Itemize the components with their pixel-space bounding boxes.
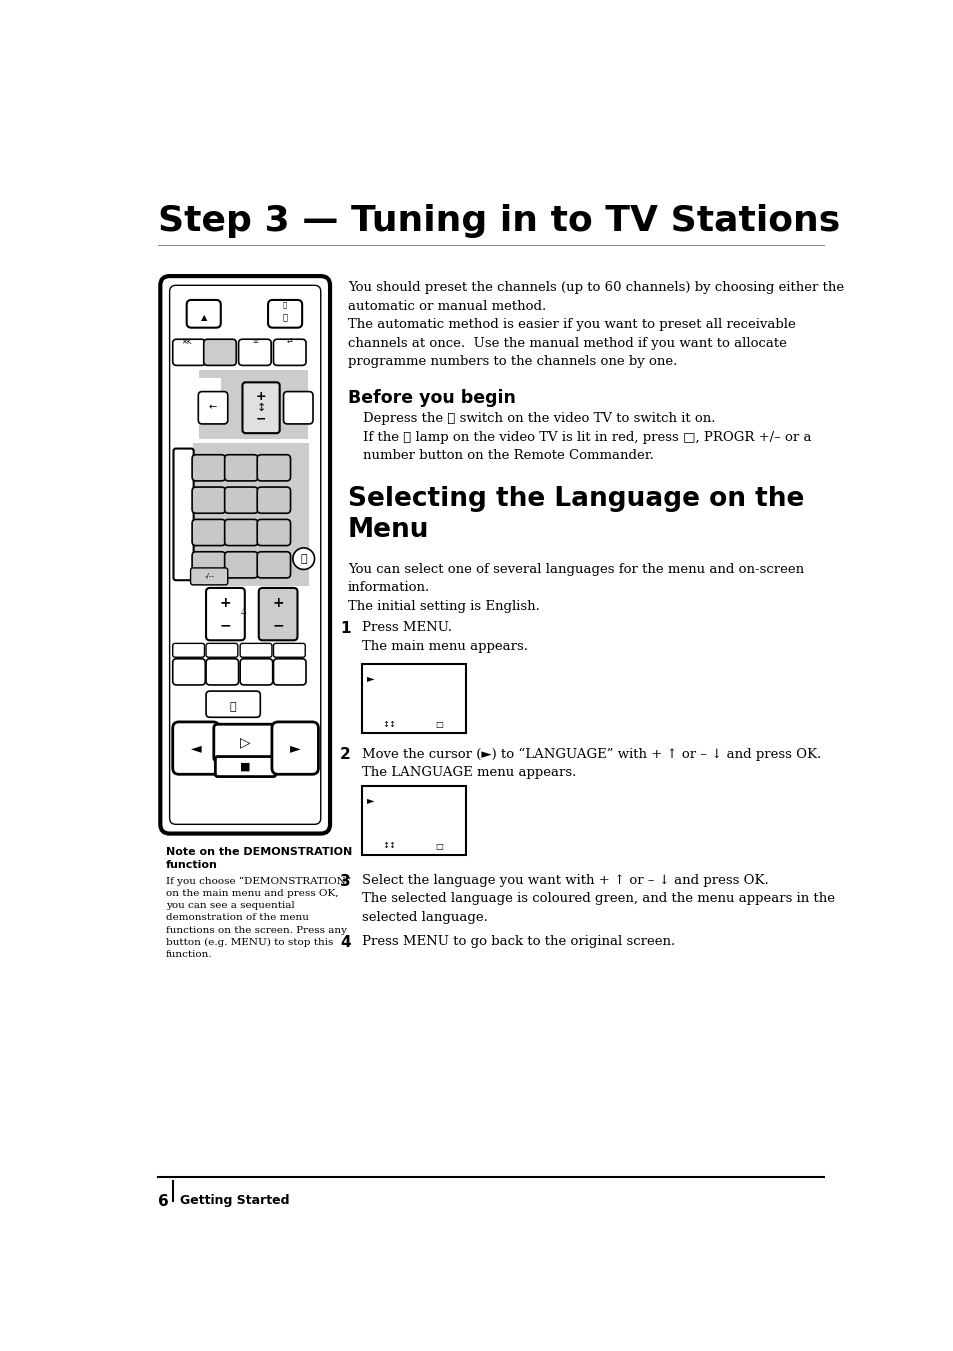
FancyBboxPatch shape <box>258 588 297 640</box>
Text: Select the language you want with + ↑ or – ↓ and press OK.
The selected language: Select the language you want with + ↑ or… <box>361 874 834 924</box>
Text: Getting Started: Getting Started <box>179 1194 289 1206</box>
Text: ↕: ↕ <box>256 403 266 413</box>
Text: +: + <box>272 596 284 609</box>
FancyBboxPatch shape <box>213 724 277 761</box>
FancyBboxPatch shape <box>240 659 273 685</box>
Text: 6: 6 <box>158 1194 169 1209</box>
FancyBboxPatch shape <box>192 455 225 481</box>
FancyBboxPatch shape <box>240 643 272 657</box>
Text: ↕↕: ↕↕ <box>381 842 395 851</box>
FancyBboxPatch shape <box>283 392 313 424</box>
Text: If you choose “DEMONSTRATION”
on the main menu and press OK,
you can see a seque: If you choose “DEMONSTRATION” on the mai… <box>166 877 351 959</box>
FancyBboxPatch shape <box>206 588 245 640</box>
Text: 1: 1 <box>340 621 351 636</box>
Text: You should preset the channels (up to 60 channels) by choosing either the
automa: You should preset the channels (up to 60… <box>348 281 843 369</box>
Text: Note on the DEMONSTRATION
function: Note on the DEMONSTRATION function <box>166 847 352 870</box>
Bar <box>199 370 307 439</box>
Text: Press MENU.
The main menu appears.: Press MENU. The main menu appears. <box>361 621 527 653</box>
Text: +: + <box>255 389 266 403</box>
Text: ►: ► <box>366 673 374 684</box>
Text: ▲: ▲ <box>200 313 207 322</box>
FancyBboxPatch shape <box>206 643 237 657</box>
Text: ►: ► <box>290 742 300 755</box>
FancyBboxPatch shape <box>187 300 220 328</box>
FancyBboxPatch shape <box>238 339 271 365</box>
Text: Move the cursor (►) to “LANGUAGE” with + ↑ or – ↓ and press OK.
The LANGUAGE men: Move the cursor (►) to “LANGUAGE” with +… <box>361 747 821 780</box>
Text: −: − <box>255 413 266 426</box>
Text: Selecting the Language on the
Menu: Selecting the Language on the Menu <box>348 485 803 543</box>
FancyBboxPatch shape <box>268 300 302 328</box>
Text: 2: 2 <box>340 747 351 762</box>
FancyBboxPatch shape <box>257 455 291 481</box>
FancyBboxPatch shape <box>191 567 228 585</box>
Text: □: □ <box>435 720 443 728</box>
Text: ▷: ▷ <box>240 736 251 750</box>
FancyBboxPatch shape <box>192 519 225 546</box>
FancyBboxPatch shape <box>224 551 257 578</box>
FancyBboxPatch shape <box>172 339 205 365</box>
Text: ⏻: ⏻ <box>283 301 287 308</box>
Text: Press MENU to go back to the original screen.: Press MENU to go back to the original sc… <box>361 935 675 948</box>
Text: ←: ← <box>209 403 217 413</box>
Text: ↕↕: ↕↕ <box>381 720 395 728</box>
Text: −: − <box>272 619 284 632</box>
FancyBboxPatch shape <box>173 449 193 580</box>
Text: -/--: -/-- <box>204 573 213 580</box>
FancyBboxPatch shape <box>242 382 279 434</box>
Text: Depress the ⓘ switch on the video TV to switch it on.
If the ⏻ lamp on the video: Depress the ⓘ switch on the video TV to … <box>363 412 811 462</box>
FancyBboxPatch shape <box>272 721 318 774</box>
Text: ■: ■ <box>240 762 251 771</box>
Circle shape <box>179 671 187 678</box>
Text: ⓘ: ⓘ <box>300 554 307 563</box>
FancyBboxPatch shape <box>198 392 228 424</box>
Bar <box>193 443 309 585</box>
Bar <box>361 786 466 855</box>
Text: ⏻: ⏻ <box>282 313 287 322</box>
FancyBboxPatch shape <box>172 659 205 685</box>
FancyBboxPatch shape <box>257 519 291 546</box>
Text: ✕K: ✕K <box>181 339 192 345</box>
FancyBboxPatch shape <box>224 519 257 546</box>
Text: −: − <box>219 619 231 632</box>
Text: Step 3 — Tuning in to TV Stations: Step 3 — Tuning in to TV Stations <box>158 204 840 239</box>
Text: ⇄: ⇄ <box>287 339 293 345</box>
FancyBboxPatch shape <box>224 455 257 481</box>
Bar <box>361 665 466 734</box>
Text: 4: 4 <box>340 935 351 950</box>
Text: Before you begin: Before you begin <box>348 389 516 407</box>
FancyBboxPatch shape <box>215 757 275 777</box>
FancyBboxPatch shape <box>170 285 320 824</box>
FancyBboxPatch shape <box>257 551 291 578</box>
Text: ►: ► <box>366 794 374 805</box>
Text: 3: 3 <box>340 874 351 889</box>
Text: ⏸: ⏸ <box>230 703 236 712</box>
Text: ≡: ≡ <box>252 339 257 345</box>
FancyBboxPatch shape <box>274 339 306 365</box>
Bar <box>199 378 220 408</box>
FancyBboxPatch shape <box>224 488 257 513</box>
FancyBboxPatch shape <box>204 339 236 365</box>
Circle shape <box>293 549 314 570</box>
FancyBboxPatch shape <box>172 643 204 657</box>
Text: □: □ <box>435 842 443 851</box>
FancyBboxPatch shape <box>192 488 225 513</box>
FancyBboxPatch shape <box>274 643 305 657</box>
Text: ◄: ◄ <box>191 742 201 755</box>
Text: △: △ <box>240 608 246 615</box>
Text: You can select one of several languages for the menu and on-screen
information.
: You can select one of several languages … <box>348 562 803 612</box>
FancyBboxPatch shape <box>257 488 291 513</box>
Text: +: + <box>219 596 231 609</box>
FancyBboxPatch shape <box>206 659 238 685</box>
FancyBboxPatch shape <box>172 721 219 774</box>
FancyBboxPatch shape <box>160 276 330 834</box>
FancyBboxPatch shape <box>274 659 306 685</box>
FancyBboxPatch shape <box>206 692 260 717</box>
FancyBboxPatch shape <box>192 551 225 578</box>
